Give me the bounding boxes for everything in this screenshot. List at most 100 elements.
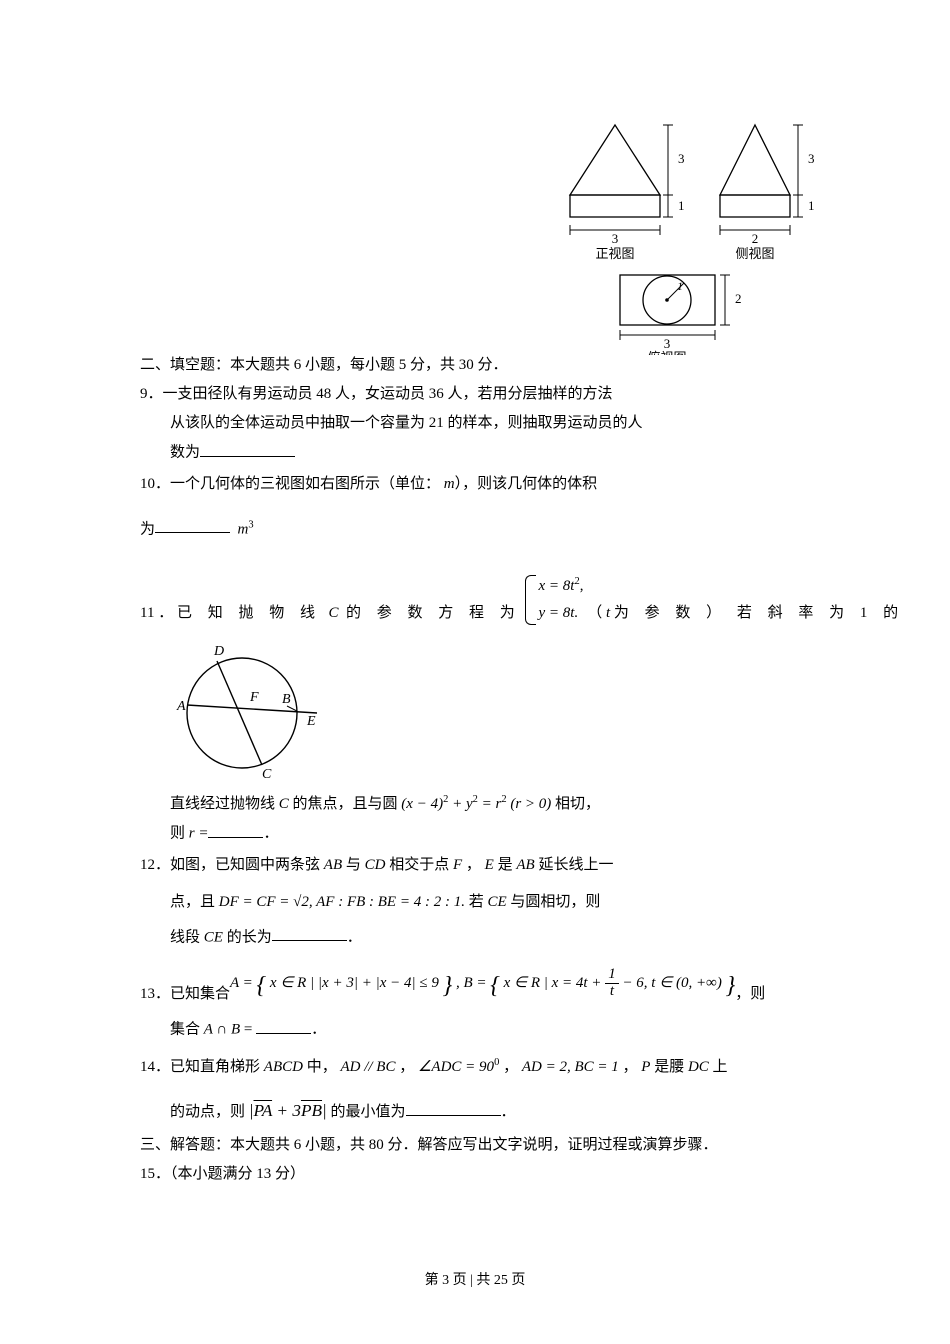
side-label: 侧视图 [735,246,774,261]
q9-l1: 一支田径队有男运动员 48 人，女运动员 36 人，若用分层抽样的方法 [163,386,613,402]
q14-l1a: 已知直角梯形 [170,1059,260,1075]
q11-l1c: （ [587,605,602,621]
q13-A-pre: A = [230,975,257,991]
q12-l3b: 的长为 [227,929,272,945]
q11-req: r = [189,826,209,842]
q12-CD: CD [365,857,386,873]
q13-l2c: ． [311,1022,326,1038]
top-radius-label: 1 [677,279,683,293]
q10-num: 10． [140,476,170,492]
q11-C: C [328,605,338,621]
top-height-label: 2 [735,291,742,306]
q11-eqx: x = 8t [539,578,575,594]
pt-E: E [306,714,316,729]
q14-l1d: ， [503,1059,518,1075]
three-view-svg: 3 3 1 正视图 2 3 [540,115,830,355]
q11-line3: 则 r = ． [140,820,810,848]
q15-l1: （本小题满分 13 分） [170,1166,305,1182]
q14-lens: AD = 2, BC = 1 [522,1059,619,1075]
q13-l2a: 集合 [170,1022,200,1038]
page-footer: 第 3 页 | 共 25 页 [140,1268,810,1293]
q10-line1: 10．一个几何体的三视图如右图所示（单位： m），则该几何体的体积 [140,471,810,498]
q13-line1: 13．已知集合 A = { x ∈ R | |x + 3| + |x − 4| … [140,965,810,1008]
q11-ce-mid: + y [448,796,472,812]
q9-l3: 数为 [170,445,200,461]
front-width-label: 3 [612,231,619,246]
q14-l1b: 中， [307,1059,337,1075]
front-label: 正视图 [595,246,634,261]
q10-blank [155,516,230,534]
q14-num: 14． [140,1059,170,1075]
q11-l1a: 已 知 抛 物 线 [177,605,321,621]
top-width-label: 3 [664,336,671,351]
q13-B-close: } [726,973,736,999]
q10-unit2-sup: 3 [248,519,253,530]
q14-angle: ∠ADC = 90 [418,1059,494,1075]
q12-blank [272,924,347,942]
front-base-h: 1 [678,198,685,213]
q13-A-open: { [257,973,267,999]
q13-AcapB: A ∩ B [204,1022,240,1038]
q14-blank [406,1098,501,1116]
q11-ce-c: (r > 0) [507,796,552,812]
q14-l1g: 上 [713,1059,728,1075]
q12-E: E [485,857,494,873]
q13-l1a: 已知集合 [170,986,230,1002]
q12-F: F [453,857,462,873]
q13-blank [256,1016,311,1034]
q11-l3a: 则 [170,826,185,842]
q11-blank [208,820,263,838]
q13-A-close: } [443,973,453,999]
q11-t: t [606,605,610,621]
q14-ABCD: ABCD [264,1059,303,1075]
q10-l1: 一个几何体的三视图如右图所示（单位： [170,476,440,492]
pt-A: A [176,699,186,714]
q9-line3: 数为 [140,439,810,467]
q12-AB: AB [324,857,342,873]
section3-heading: 三、解答题：本大题共 6 小题，共 80 分．解答应写出文字说明，证明过程或演算… [140,1132,810,1159]
pt-B: B [282,692,291,707]
q14-l2a: 的动点，则 [170,1104,245,1120]
q12-line3: 线段 CE 的长为． [140,924,810,952]
section2-heading: 二、填空题：本大题共 6 小题，每小题 5 分，共 30 分． [140,352,810,379]
q12-l2a: 点，且 [170,894,215,910]
q11-l2b: 的焦点，且与圆 [293,796,398,812]
q15-line1: 15．（本小题满分 13 分） [140,1161,810,1188]
q11-l2c: 相切， [555,796,600,812]
q12-AB2: AB [516,857,534,873]
q14-l2b: 的最小值为 [331,1104,406,1120]
q9-num: 9． [140,386,163,402]
side-width-label: 2 [752,231,759,246]
q13-l1b: ，则 [735,981,765,1008]
q14-angle-sup: 0 [494,1057,499,1068]
q11-eqy: y = 8t. [539,605,579,621]
q11-line2: 直线经过抛物线 C 的焦点，且与圆 (x − 4)2 + y2 = r2 (r … [140,791,810,818]
q12-l1f: 延长线上一 [538,857,613,873]
q10-unit1: m [444,476,455,492]
q13-l2b: = [240,1022,256,1038]
side-base-h: 1 [808,198,815,213]
q10-l1b: ），则该几何体的体积 [455,476,598,492]
q10-line2: 为 m3 [140,516,810,544]
q12-l2c: 与圆相切，则 [510,894,600,910]
q12-CE2: CE [204,929,223,945]
q10-l2a: 为 [140,521,155,537]
q9-blank [200,439,295,457]
q14-vec: |PA + 3PB| [249,1101,327,1120]
pt-F: F [249,690,259,705]
q10-unit2: m [238,521,249,537]
q9-line2: 从该队的全体运动员中抽取一个容量为 21 的样本，则抽取男运动员的人 [140,410,810,437]
q11-C2: C [279,796,289,812]
circle-diagram: A D F B E C [162,633,810,783]
q11-num: 11 ． [140,605,173,621]
q14-l1f: 是腰 [654,1059,684,1075]
q13-line2: 集合 A ∩ B = ． [140,1016,810,1044]
q12-eq: DF = CF = √2, AF : FB : BE = 4 : 2 : 1. [219,894,465,910]
q14-DC: DC [688,1059,709,1075]
q11-ce-b: = r [478,796,501,812]
q12-CE: CE [487,894,506,910]
q11-l1b: 的 参 数 方 程 为 [346,605,521,621]
q12-line1: 12．如图，已知圆中两条弦 AB 与 CD 相交于点 F ， E 是 AB 延长… [140,852,810,879]
q12-l1d: ， [466,857,481,873]
q11-l3b: ． [263,826,278,842]
